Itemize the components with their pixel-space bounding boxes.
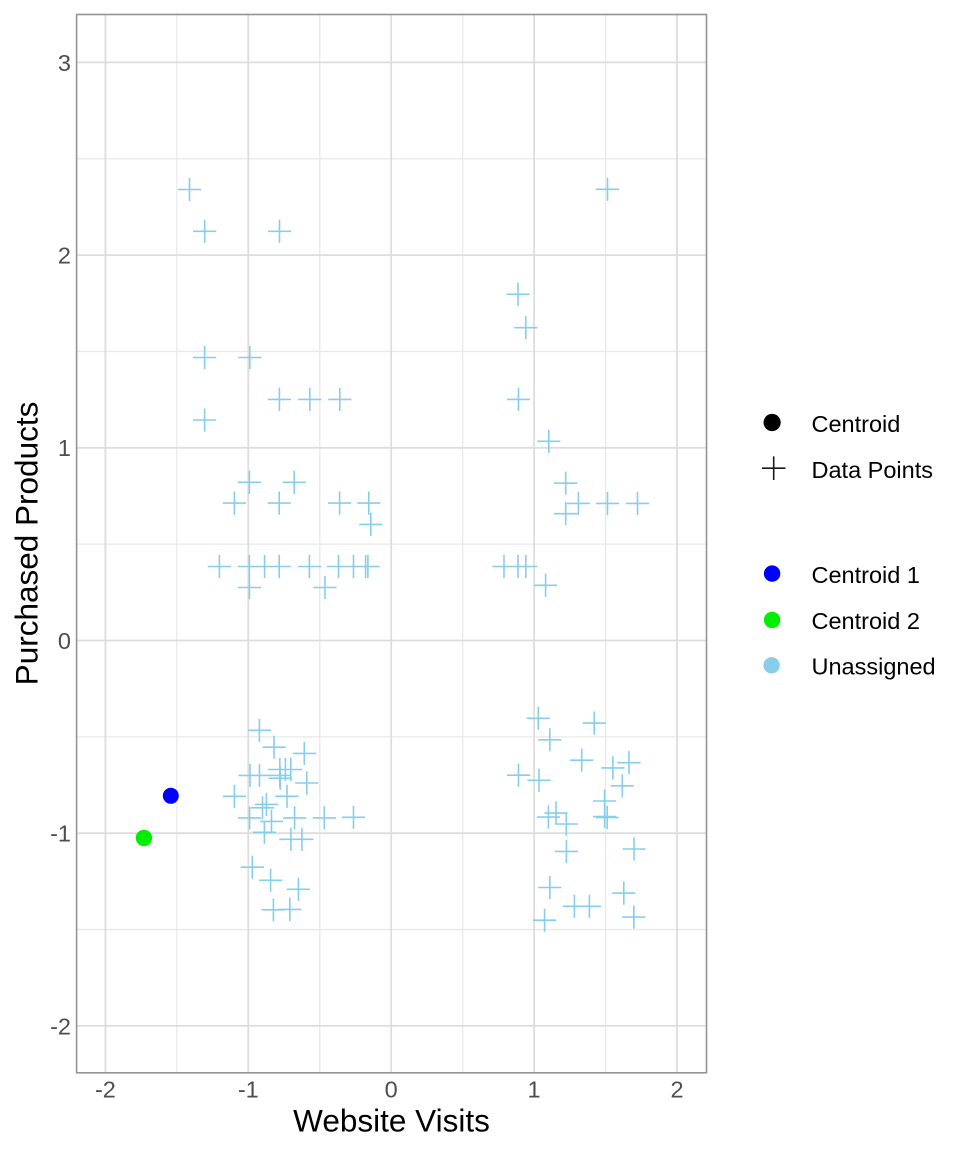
- svg-text:-1: -1: [238, 1077, 259, 1103]
- svg-text:-2: -2: [95, 1077, 116, 1103]
- svg-text:Unassigned: Unassigned: [812, 653, 936, 679]
- svg-text:Website Visits: Website Visits: [293, 1103, 490, 1139]
- svg-text:Centroid: Centroid: [812, 411, 901, 437]
- svg-text:Centroid 2: Centroid 2: [812, 608, 920, 634]
- svg-text:0: 0: [58, 628, 71, 654]
- svg-text:1: 1: [58, 435, 71, 461]
- svg-text:3: 3: [58, 50, 71, 76]
- svg-text:-2: -2: [50, 1013, 71, 1039]
- svg-text:2: 2: [58, 243, 71, 269]
- svg-text:Data Points: Data Points: [812, 457, 933, 483]
- svg-text:0: 0: [385, 1077, 398, 1103]
- svg-text:2: 2: [670, 1077, 683, 1103]
- svg-text:Purchased Products: Purchased Products: [9, 402, 45, 686]
- svg-text:1: 1: [528, 1077, 541, 1103]
- svg-text:Centroid 1: Centroid 1: [812, 562, 920, 588]
- svg-text:-1: -1: [50, 821, 71, 847]
